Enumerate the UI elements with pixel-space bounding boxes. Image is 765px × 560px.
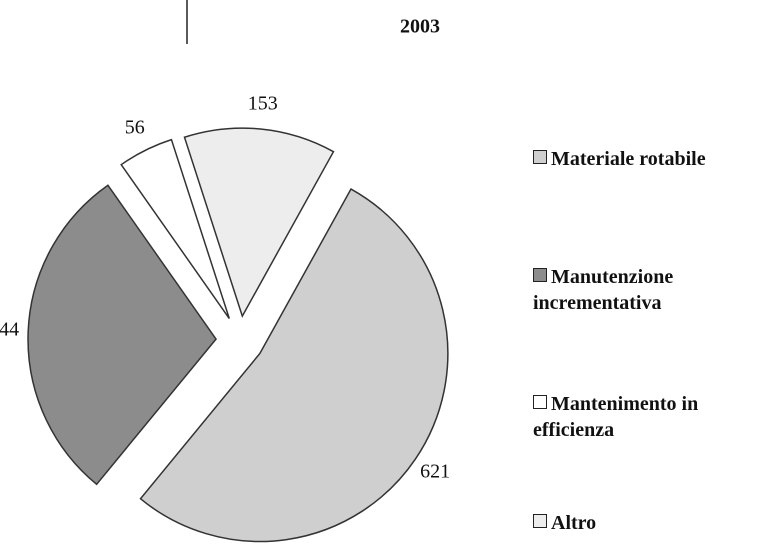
- legend-item: Materiale rotabile: [533, 146, 765, 172]
- legend-label: Mantenimento in efficienza: [533, 393, 699, 441]
- pie-slice: [120, 138, 231, 319]
- pie-slice: [139, 188, 449, 543]
- legend-label: Materiale rotabile: [551, 148, 706, 170]
- data-label: 344: [0, 319, 19, 341]
- chart-title: 2003: [400, 16, 440, 38]
- data-label: 153: [248, 93, 278, 115]
- legend-swatch: [533, 150, 547, 164]
- legend-item: Manutenzione incrementativa: [533, 264, 765, 316]
- pie-slice: [183, 127, 335, 318]
- legend-swatch: [533, 514, 547, 528]
- data-label: 56: [125, 116, 145, 138]
- legend-swatch: [533, 395, 547, 409]
- legend-label: Manutenzione incrementativa: [533, 266, 674, 314]
- data-label: 621: [420, 460, 450, 482]
- legend-item: Altro: [533, 510, 765, 536]
- legend-item: Mantenimento in efficienza: [533, 391, 765, 443]
- pie-slice: [27, 184, 217, 486]
- legend-label: Altro: [551, 512, 597, 534]
- legend-swatch: [533, 268, 547, 282]
